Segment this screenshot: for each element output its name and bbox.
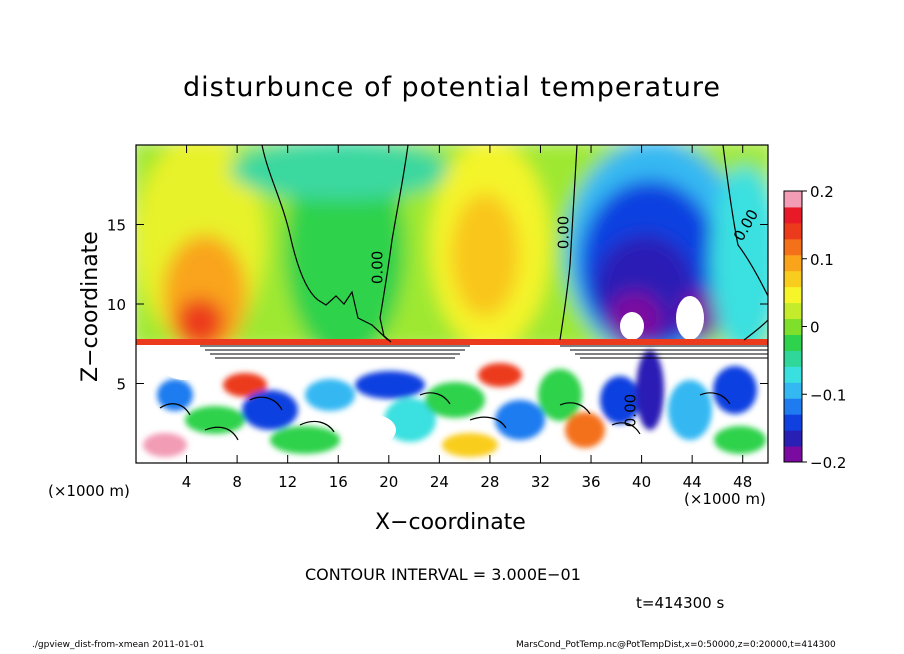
colorbar-swatch (784, 350, 802, 367)
colorbar-swatch (784, 270, 802, 288)
colorbar-swatch (784, 398, 802, 415)
x-tick-label: 8 (232, 473, 242, 491)
y-tick-label: 10 (107, 296, 126, 314)
x-tick-label: 40 (632, 473, 651, 491)
y-tick-label: 5 (116, 376, 126, 394)
x-unit-left: (×1000 m) (48, 482, 130, 500)
colorbar-tick-label: 0.2 (810, 183, 834, 201)
x-tick-label: 20 (379, 473, 398, 491)
x-tick-label: 48 (733, 473, 752, 491)
lower-layer-field (136, 345, 768, 463)
x-tick-label: 4 (182, 473, 192, 491)
colorbar-swatch (784, 254, 802, 272)
y-tick-label: 15 (107, 217, 126, 235)
y-axis-ticks: 5 10 15 (107, 217, 768, 394)
colorbar-swatch (784, 191, 802, 208)
x-tick-label: 32 (531, 473, 550, 491)
colorbar-swatch (784, 446, 802, 463)
colorbar-tick-label: 0 (810, 319, 820, 337)
footer-source: MarsCond_PotTemp.nc@PotTempDist,x=0:5000… (516, 640, 836, 650)
x-unit-right: (×1000 m) (684, 490, 766, 508)
colorbar-swatch (784, 302, 802, 320)
x-tick-label: 36 (581, 473, 600, 491)
white-patch (620, 312, 644, 340)
dense-contours (200, 345, 768, 359)
colorbar-swatch (784, 206, 802, 224)
upper-layer-field (136, 145, 768, 360)
colorbar-tick-label: −0.1 (810, 386, 846, 404)
chart-title: disturbunce of potential temperature (183, 72, 721, 103)
x-tick-label: 12 (278, 473, 297, 491)
colorbar-swatch (784, 366, 802, 383)
x-tick-label: 24 (430, 473, 449, 491)
colorbar-swatch (784, 382, 802, 399)
x-tick-label: 16 (329, 473, 348, 491)
potential-temperature-field (136, 145, 768, 463)
time-label: t=414300 s (636, 594, 725, 612)
colorbar-swatch (784, 334, 802, 351)
colorbar-swatch (784, 238, 802, 256)
x-tick-label: 44 (683, 473, 702, 491)
colorbar-swatch (784, 222, 802, 240)
white-patch (676, 296, 704, 340)
contour-label: 0.00 (368, 251, 386, 284)
colorbar-swatch (784, 414, 802, 431)
x-tick-label: 28 (480, 473, 499, 491)
colorbar-tick-label: 0.1 (810, 251, 834, 269)
colorbar-swatch (784, 318, 802, 335)
contour-label: 0.00 (621, 394, 639, 427)
footer-command: ./gpview_dist-from-xmean 2011-01-01 (32, 640, 205, 650)
colorbar-swatch (784, 286, 802, 304)
x-axis-label: X−coordinate (375, 510, 526, 535)
contour-interval-note: CONTOUR INTERVAL = 3.000E−01 (305, 565, 581, 584)
contour-lines (159, 145, 768, 441)
contour-label: 0.00 (554, 216, 572, 249)
x-axis-ticks: 4 8 12 16 20 24 28 32 36 40 44 48 (182, 145, 752, 491)
colorbar: 0.2 0.1 0 −0.1 −0.2 (783, 183, 846, 472)
colorbar-tick-label: −0.2 (810, 454, 846, 472)
colorbar-swatch (784, 430, 802, 447)
inversion-band (136, 339, 768, 345)
